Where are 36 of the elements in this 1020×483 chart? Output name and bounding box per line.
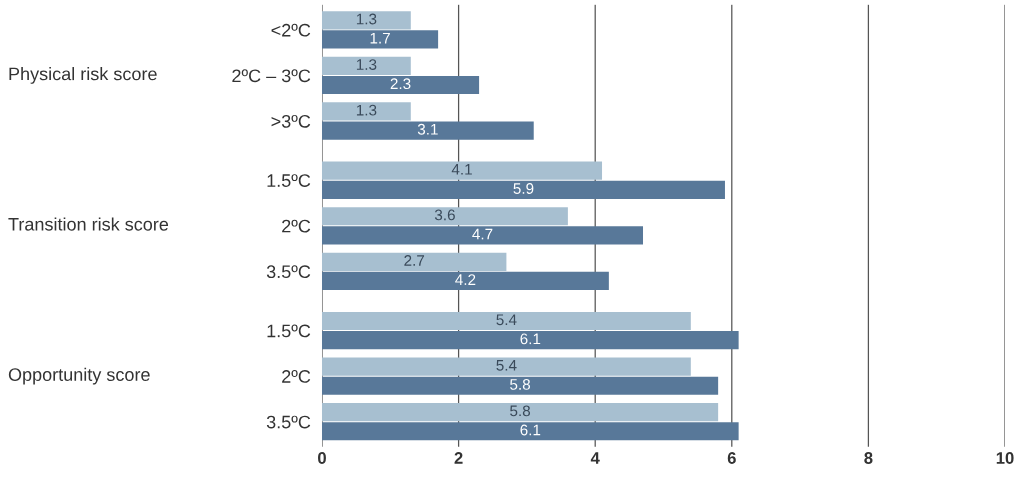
data-label: 4.1	[451, 164, 472, 175]
text: Transition risk score	[8, 217, 169, 231]
data-label: 5.8	[510, 379, 531, 390]
x-tick-label: 8	[864, 452, 873, 464]
x-tick-label: 10	[996, 452, 1014, 464]
data-label: 5.4	[496, 360, 517, 371]
y-tick-label: 3.5ºC	[266, 415, 311, 429]
data-label: 1.3	[356, 104, 377, 116]
data-label: 4.7	[472, 228, 493, 240]
y-tick-label: 3.5ºC	[266, 265, 311, 279]
data-label: 2.7	[404, 255, 425, 266]
x-tick-label: 6	[727, 452, 736, 464]
y-tick-label: 2ºC	[282, 370, 311, 383]
y-tick-label: 2ºC – 3ºC	[232, 69, 311, 83]
y-tick-label: 2ºC	[282, 219, 311, 233]
y-tick-label: >3ºC	[271, 114, 311, 128]
data-label: 5.4	[496, 314, 517, 326]
data-label: 2.3	[390, 78, 411, 90]
y-tick-label: 1.5ºC	[267, 324, 311, 338]
data-label: 3.6	[434, 209, 455, 221]
data-label: 1.3	[356, 13, 377, 25]
text: Opportunity score	[8, 367, 150, 385]
text: Physical risk score	[9, 67, 157, 84]
data-label: 4.2	[455, 274, 476, 285]
data-label: 5.8	[510, 405, 531, 417]
data-label: 3.1	[417, 123, 438, 135]
data-label: 5.9	[513, 183, 534, 194]
data-label: 1.3	[356, 59, 377, 70]
data-label: 1.7	[370, 32, 390, 44]
x-tick-label: 0	[318, 452, 326, 464]
y-tick-label: 1.5ºC	[267, 174, 311, 187]
data-label: 6.1	[520, 333, 541, 345]
x-tick-label: 2	[454, 452, 463, 464]
y-tick-label: <2ºC	[271, 23, 311, 37]
data-label: 6.1	[520, 424, 541, 436]
x-tick-label: 4	[590, 452, 600, 464]
